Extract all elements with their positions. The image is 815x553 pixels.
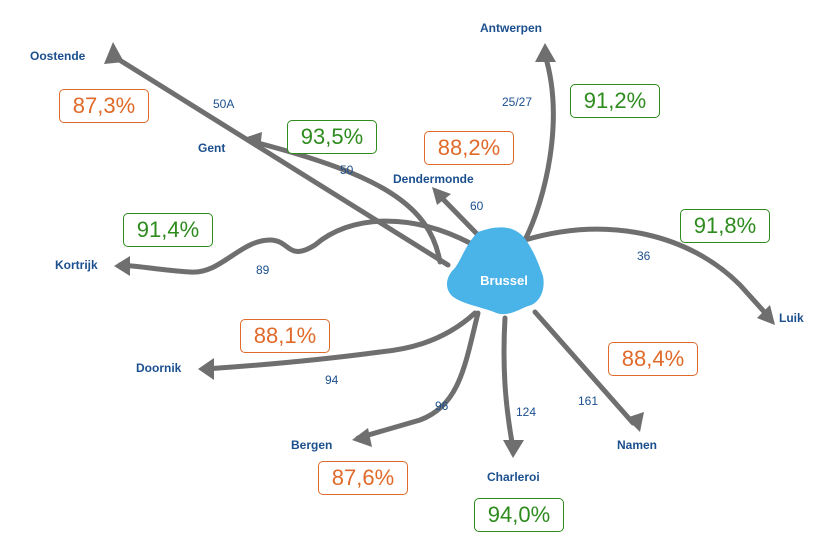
road-number-bergen: 96	[435, 399, 449, 413]
road-number-oostende: 50A	[213, 97, 234, 111]
city-label-oostende: Oostende	[30, 49, 86, 63]
city-label-doornik: Doornik	[136, 361, 182, 375]
arrow-kortrijk	[114, 256, 130, 276]
percent-badge-charleroi: 94,0%	[474, 498, 564, 532]
arrow-namen	[626, 412, 644, 432]
percent-badge-oostende: 87,3%	[59, 89, 149, 123]
percent-badge-antwerpen: 91,2%	[570, 84, 660, 118]
city-label-charleroi: Charleroi	[487, 470, 540, 484]
percent-badge-dendermonde: 88,2%	[424, 131, 514, 165]
road-antwerpen	[522, 52, 556, 243]
arrow-gent	[244, 132, 262, 150]
city-label-bergen: Bergen	[291, 438, 332, 452]
city-label-gent: Gent	[198, 141, 225, 155]
road-oostende	[110, 53, 451, 268]
brussel-region-shape	[446, 227, 544, 315]
arrow-luik	[757, 305, 775, 325]
arrow-oostende	[104, 42, 124, 64]
road-kortrijk	[117, 218, 473, 275]
road-number-namen: 161	[578, 394, 598, 408]
road-namen	[532, 309, 636, 426]
road-number-doornik: 94	[325, 373, 339, 387]
arrow-doornik	[198, 358, 214, 380]
city-label-dendermonde: Dendermonde	[393, 172, 474, 186]
road-dendermonde	[437, 193, 481, 238]
arrow-bergen	[352, 428, 372, 447]
city-label-namen: Namen	[617, 438, 657, 452]
percent-badge-bergen: 87,6%	[318, 461, 408, 495]
percent-badge-gent: 93,5%	[287, 120, 377, 154]
city-label-kortrijk: Kortrijk	[55, 258, 98, 272]
road-number-luik: 36	[637, 249, 651, 263]
road-luik	[522, 226, 771, 319]
percent-badge-kortrijk: 91,4%	[123, 213, 213, 247]
percent-badge-luik: 91,8%	[680, 209, 770, 243]
percent-badge-namen: 88,4%	[608, 342, 698, 376]
road-number-antwerpen: 25/27	[502, 95, 532, 109]
brussel-label: Brussel	[480, 273, 528, 288]
city-label-luik: Luik	[779, 311, 804, 325]
road-number-dendermonde: 60	[470, 199, 484, 213]
road-number-gent: 50	[340, 163, 354, 177]
road-charleroi	[501, 315, 516, 451]
road-bergen	[355, 310, 481, 441]
road-gent	[255, 140, 443, 265]
city-label-antwerpen: Antwerpen	[480, 21, 542, 35]
road-number-charleroi: 124	[516, 405, 536, 419]
road-number-kortrijk: 89	[256, 263, 270, 277]
arrow-dendermonde	[432, 187, 451, 205]
percent-badge-doornik: 88,1%	[240, 319, 330, 353]
arrow-charleroi	[503, 440, 524, 458]
road-doornik	[202, 310, 478, 372]
arrow-antwerpen	[535, 43, 556, 62]
